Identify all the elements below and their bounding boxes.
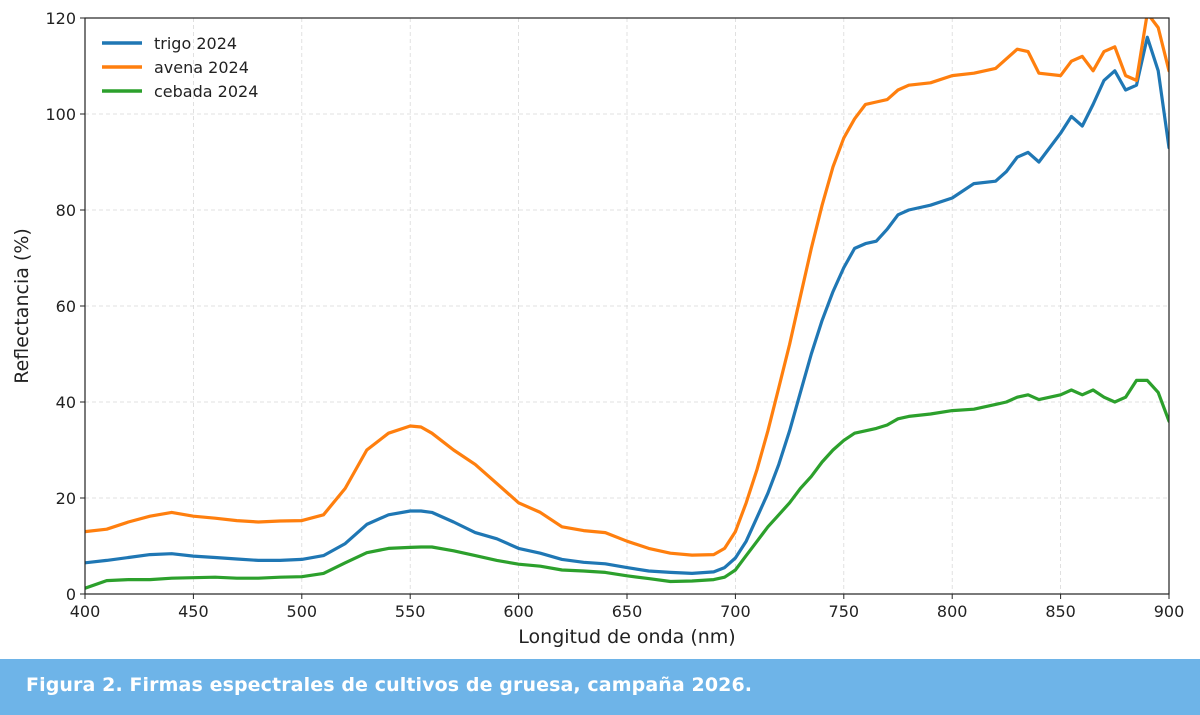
x-tick-label: 450 [178, 602, 209, 621]
y-tick-label: 0 [66, 585, 76, 604]
grid [84, 17, 1170, 595]
x-tick-label: 750 [829, 602, 860, 621]
series-line-avena-2024 [85, 18, 1169, 557]
x-tick-label: 850 [1045, 602, 1076, 621]
x-axis-label: Longitud de onda (nm) [518, 626, 735, 648]
series-lines [85, 18, 1169, 590]
figure-caption: Figura 2. Firmas espectrales de cultivos… [26, 674, 753, 696]
x-tick-label: 700 [720, 602, 751, 621]
y-tick-label: 60 [56, 297, 76, 316]
axis-ticks: 400 450 500 550 600 650 700 750 800 850 900 0 20 40 60… [45, 9, 1184, 621]
x-tick-label: 600 [503, 602, 534, 621]
y-tick-label: 120 [45, 9, 76, 28]
x-tick-label: 400 [70, 602, 101, 621]
x-tick-label: 550 [395, 602, 426, 621]
y-tick-label: 20 [56, 489, 76, 508]
x-tick-label: 650 [612, 602, 643, 621]
x-tick-label: 500 [287, 602, 318, 621]
series-line-cebada-2024 [85, 378, 1169, 590]
y-axis-label: Reflectancia (%) [11, 228, 33, 384]
x-tick-label: 900 [1154, 602, 1185, 621]
legend-label-cebada-2024: cebada 2024 [154, 82, 258, 101]
legend-label-avena-2024: avena 2024 [154, 58, 249, 77]
y-tick-label: 40 [56, 393, 76, 412]
y-tick-label: 100 [45, 105, 76, 124]
spectral-chart: 400 450 500 550 600 650 700 750 800 850 900 0 20 40 60… [11, 9, 1184, 648]
x-tick-label: 800 [937, 602, 968, 621]
caption-bar: Figura 2. Firmas espectrales de cultivos… [0, 659, 1200, 715]
y-tick-label: 80 [56, 201, 76, 220]
legend-label-trigo-2024: trigo 2024 [154, 34, 237, 53]
series-line-trigo-2024 [85, 35, 1169, 576]
legend: trigo 2024 avena 2024 cebada 2024 [102, 34, 258, 101]
